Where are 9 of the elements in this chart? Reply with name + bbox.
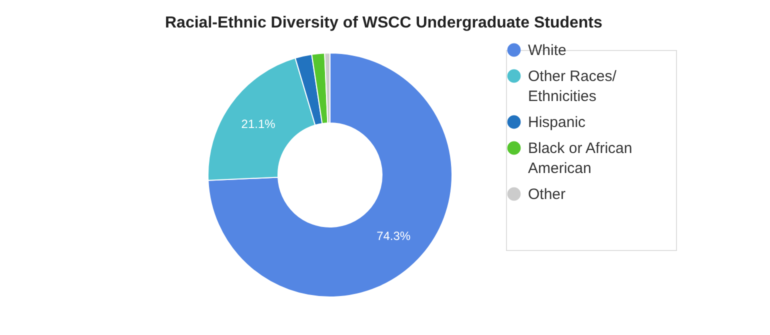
legend-label: Other Races/ Ethnicities (528, 68, 618, 105)
legend-label: White (528, 42, 566, 59)
legend-label: Black or African American (528, 140, 632, 177)
data-label: 74.3% (376, 228, 411, 243)
legend-label: Other (528, 186, 566, 203)
data-label: 21.1% (241, 116, 276, 131)
legend-label: Hispanic (528, 114, 586, 131)
chart-title: Racial-Ethnic Diversity of WSCC Undergraduate Students (165, 14, 603, 32)
donut-slice (208, 52, 452, 298)
